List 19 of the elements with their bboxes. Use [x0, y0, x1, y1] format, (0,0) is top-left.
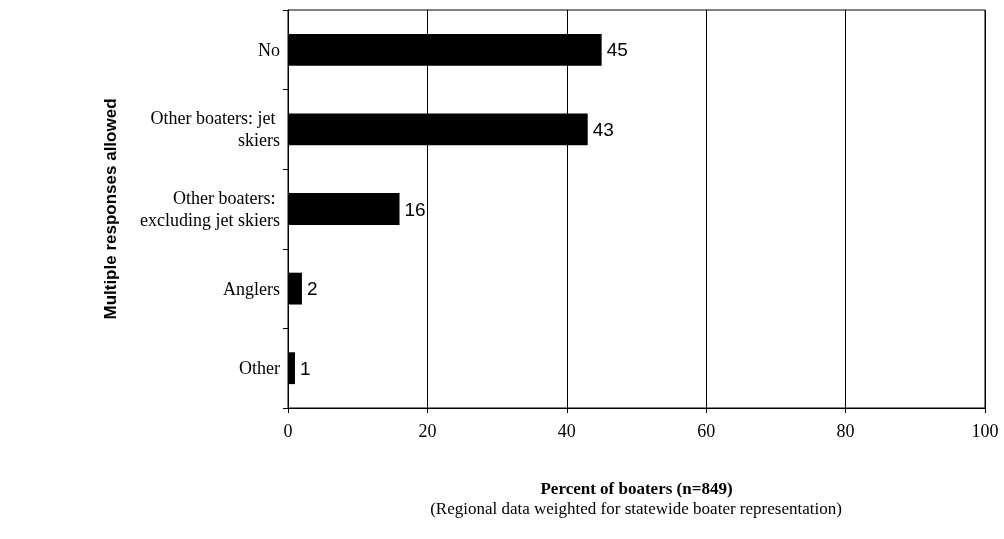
- x-tick-label: 60: [697, 421, 716, 441]
- y-axis-title: Multiple responses allowed: [101, 98, 121, 320]
- data-label: 43: [592, 118, 614, 140]
- y-tick-label: Other boaters: jet skiers: [150, 108, 280, 151]
- x-tick-label: 20: [418, 421, 437, 441]
- x-tick-label: 0: [283, 421, 293, 441]
- y-tick-label: Other boaters: excluding jet skiers: [140, 188, 280, 230]
- data-label: 45: [606, 39, 628, 61]
- x-tick-label: 100: [971, 421, 999, 441]
- x-tick-label: 40: [557, 421, 576, 441]
- y-tick-label: Anglers: [223, 278, 280, 299]
- text: (Regional data weighted for statewide boater representation): [430, 499, 842, 518]
- x-tick-label: 80: [836, 421, 855, 441]
- data-label: 1: [299, 357, 311, 379]
- x-axis-title: Percent of boaters (n=849): [540, 479, 733, 498]
- data-label: 16: [404, 198, 426, 220]
- y-tick-label: Other: [239, 358, 280, 379]
- data-label: 2: [306, 278, 318, 300]
- y-tick-label: No: [258, 39, 280, 60]
